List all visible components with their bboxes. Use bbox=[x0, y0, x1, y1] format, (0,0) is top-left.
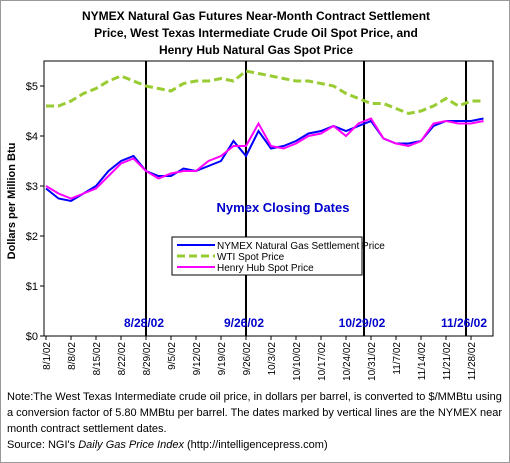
x-tick-label: 8/8/02 bbox=[67, 342, 78, 370]
y-tick-label: $4 bbox=[26, 131, 38, 143]
legend-label: Henry Hub Spot Price bbox=[217, 263, 314, 274]
y-tick-label: $1 bbox=[26, 281, 38, 293]
source-title: Daily Gas Price Index bbox=[78, 439, 184, 451]
y-tick-label: $3 bbox=[26, 181, 38, 193]
x-tick-label: 8/1/02 bbox=[42, 342, 53, 370]
x-tick-label: 8/15/02 bbox=[92, 342, 103, 376]
x-tick-label: 11/21/02 bbox=[442, 342, 453, 381]
x-tick-label: 8/29/02 bbox=[142, 342, 153, 376]
x-tick-label: 9/12/02 bbox=[192, 342, 203, 376]
x-tick-label: 11/7/02 bbox=[392, 342, 403, 375]
series-line bbox=[45, 117, 484, 203]
x-tick-label: 9/19/02 bbox=[217, 342, 228, 376]
annotation: Nymex Closing Dates bbox=[217, 200, 350, 215]
series-line bbox=[46, 69, 484, 116]
x-tick-label: 9/5/02 bbox=[167, 342, 178, 370]
note: Note:The West Texas Intermediate crude o… bbox=[7, 389, 505, 453]
y-tick-label: $5 bbox=[26, 81, 38, 93]
x-tick-label: 10/31/02 bbox=[367, 342, 378, 381]
chart-title: Henry Hub Natural Gas Spot Price bbox=[159, 43, 353, 57]
plot-frame bbox=[43, 60, 494, 337]
closing-date-label: 11/26/02 bbox=[441, 316, 487, 330]
closing-date-label: 9/26/02 bbox=[224, 316, 264, 330]
source-url: (http://intelligencepress.com) bbox=[187, 439, 328, 451]
x-tick-label: 10/3/02 bbox=[267, 342, 278, 376]
y-tick-label: $0 bbox=[26, 331, 38, 343]
y-tick-label: $2 bbox=[26, 231, 38, 243]
x-tick-label: 10/10/02 bbox=[292, 342, 303, 381]
legend-label: NYMEX Natural Gas Settlement Price bbox=[217, 241, 385, 252]
x-tick-label: 10/24/02 bbox=[342, 342, 353, 381]
series-line bbox=[45, 117, 484, 200]
x-tick-label: 11/14/02 bbox=[417, 342, 428, 381]
chart-title: NYMEX Natural Gas Futures Near-Month Con… bbox=[82, 9, 430, 23]
x-tick-label: 10/17/02 bbox=[317, 342, 328, 381]
legend-label: WTI Spot Price bbox=[217, 252, 285, 263]
note-text: Note:The West Texas Intermediate crude o… bbox=[7, 391, 503, 435]
chart-title: Price, West Texas Intermediate Crude Oil… bbox=[94, 26, 418, 40]
closing-date-label: 8/28/02 bbox=[124, 316, 164, 330]
y-axis-label: Dollars per Million Btu bbox=[6, 143, 18, 260]
x-tick-label: 9/26/02 bbox=[242, 342, 253, 376]
x-tick-label: 8/22/02 bbox=[117, 342, 128, 376]
source: Source: NGI's bbox=[7, 439, 76, 451]
x-tick-label: 11/28/02 bbox=[467, 342, 478, 381]
closing-date-label: 10/29/02 bbox=[339, 316, 386, 330]
